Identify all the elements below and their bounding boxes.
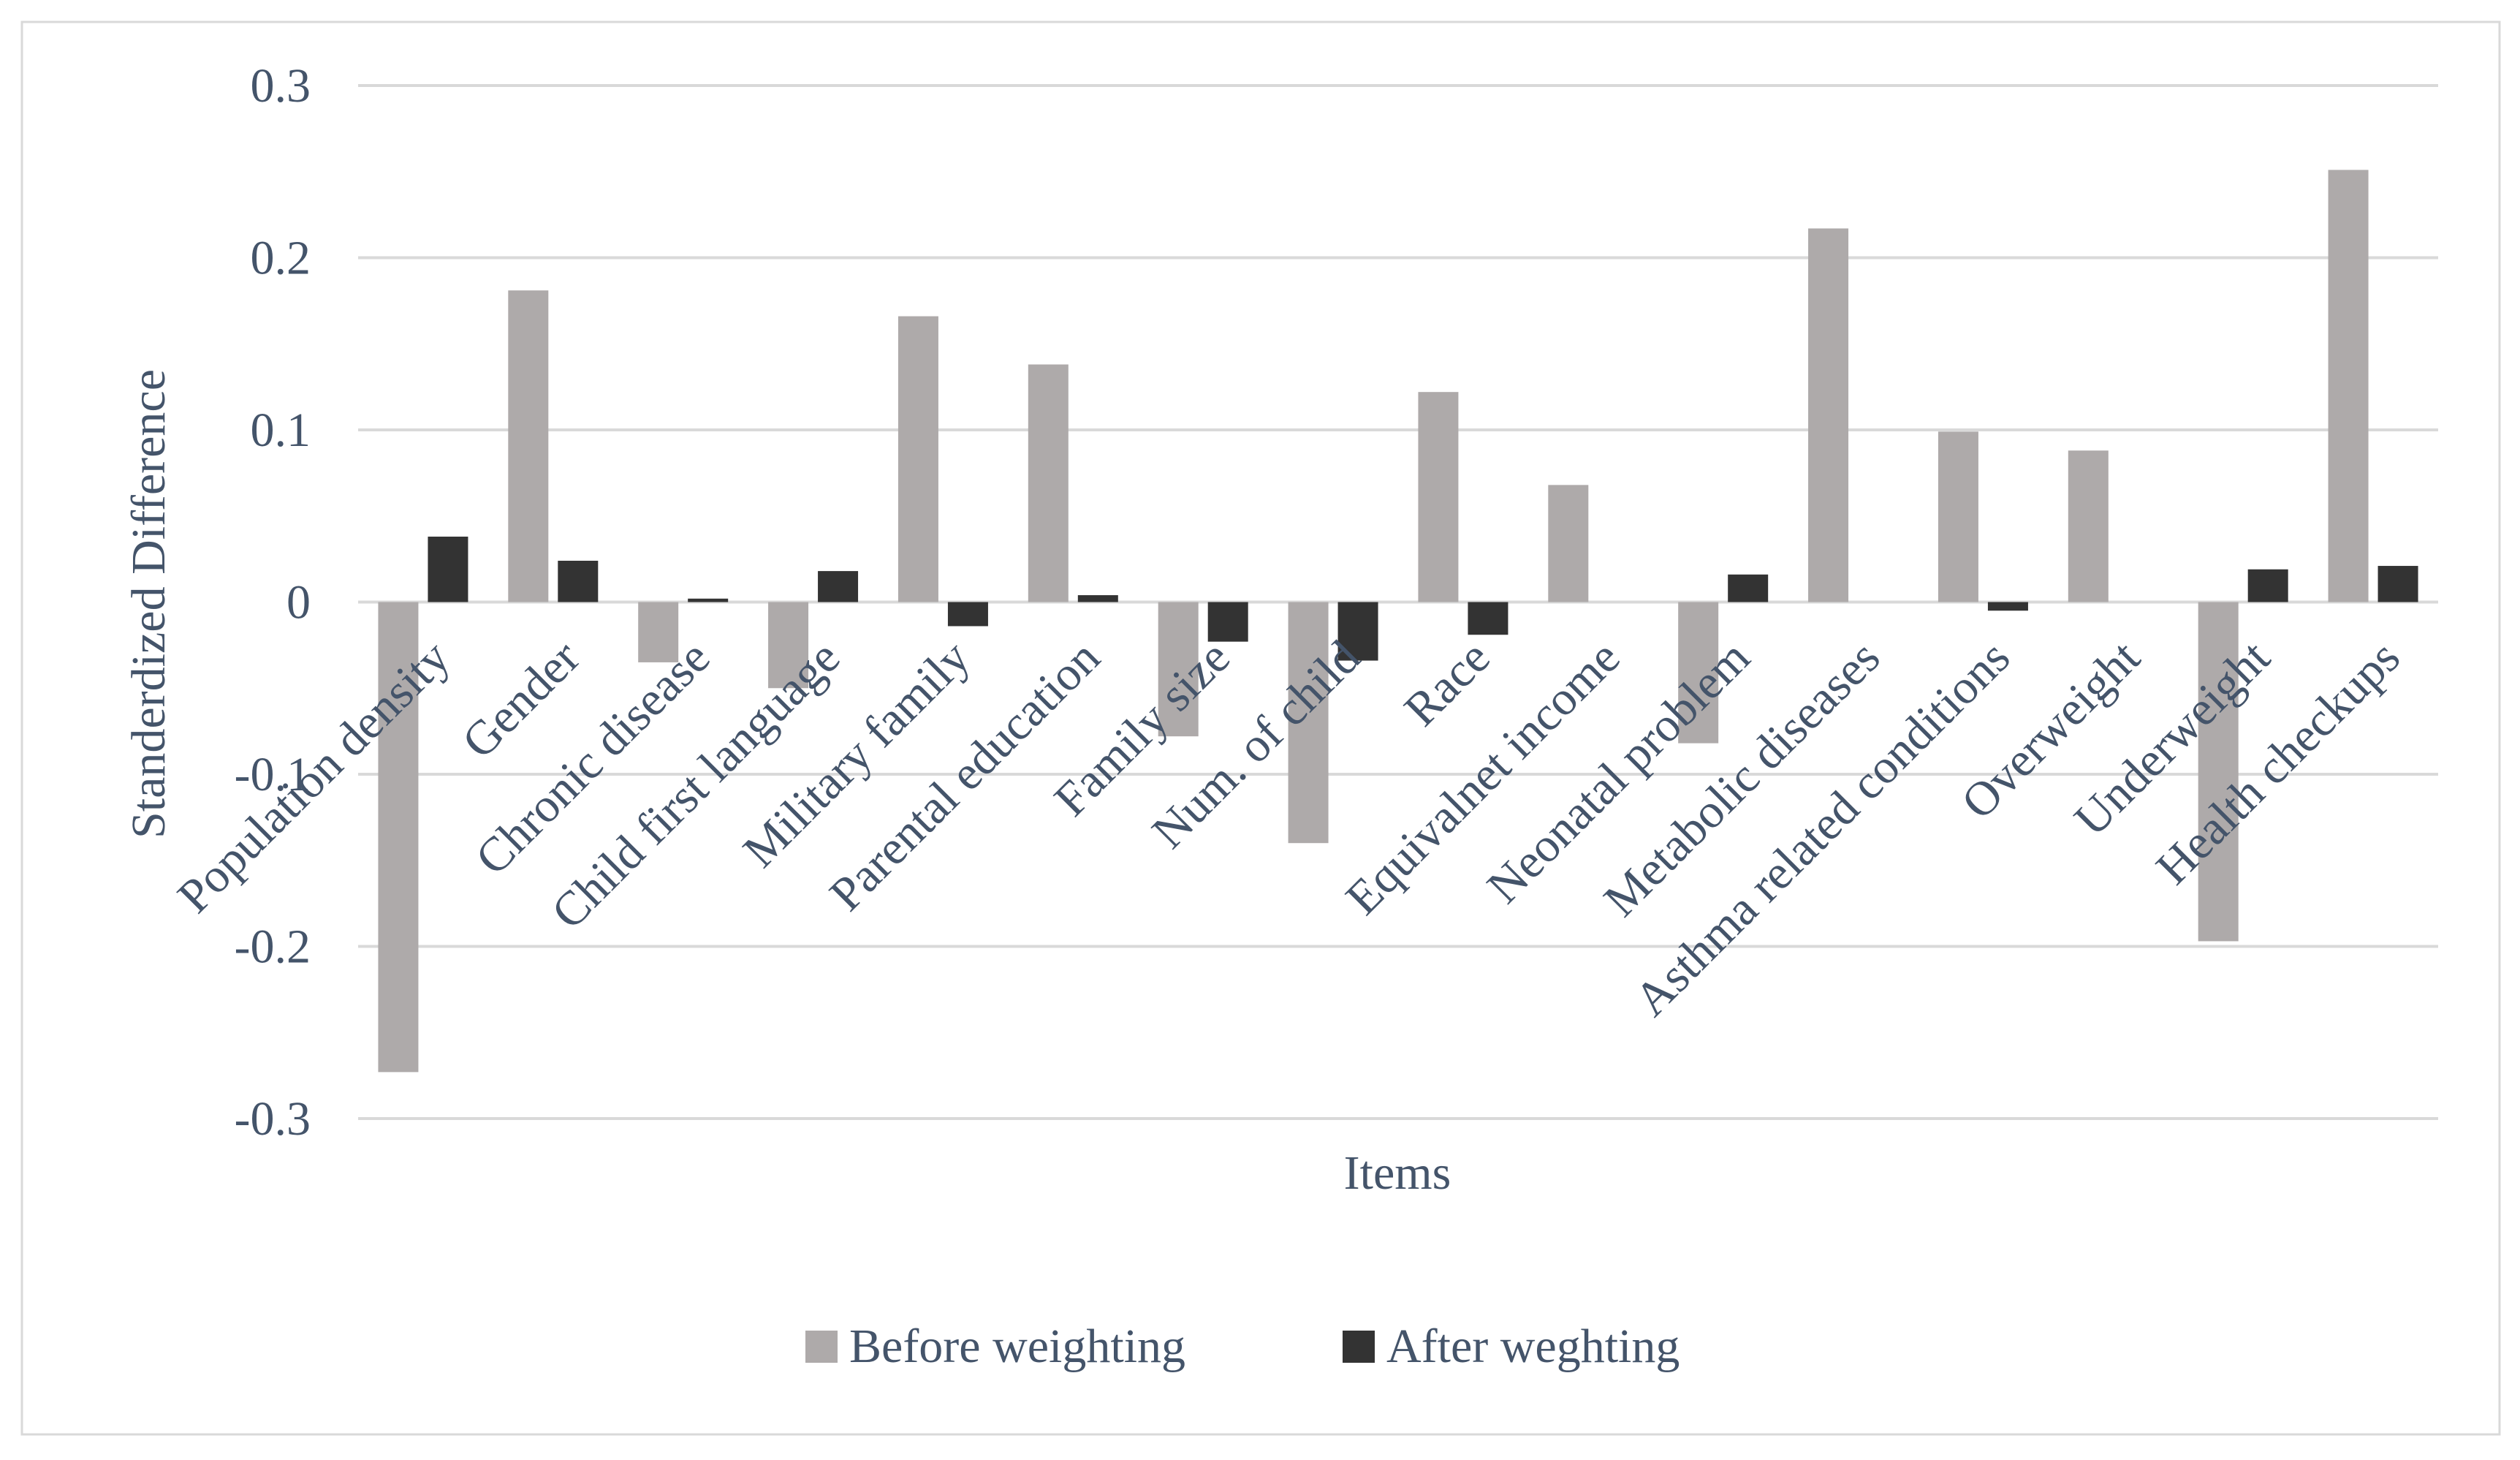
bar-after-7 <box>1337 602 1378 661</box>
bars <box>378 170 2418 1073</box>
bar-before-5 <box>1028 364 1069 602</box>
bar-after-10 <box>1728 574 1769 602</box>
bar-before-3 <box>768 602 809 689</box>
y-axis-ticks: 0.3 0.2 0.1 0 -0.1 -0.2 -0.3 <box>235 59 311 1146</box>
bar-before-0 <box>378 602 419 1073</box>
y-tick-label: -0.2 <box>235 920 311 974</box>
bar-before-8 <box>1418 392 1459 602</box>
bar-before-10 <box>1678 602 1719 744</box>
bar-before-9 <box>1548 485 1589 602</box>
bar-after-2 <box>688 598 729 602</box>
bar-before-12 <box>1938 431 1978 602</box>
x-axis-label: Items <box>1344 1146 1451 1200</box>
y-tick-label: -0.1 <box>235 748 311 801</box>
bar-after-3 <box>818 571 859 602</box>
bar-after-0 <box>428 537 468 602</box>
bar-after-5 <box>1077 595 1118 602</box>
bar-after-12 <box>1987 602 2028 611</box>
bar-before-6 <box>1158 602 1199 737</box>
y-tick-label: 0.1 <box>251 404 311 457</box>
y-tick-label: -0.3 <box>235 1092 311 1146</box>
bar-after-15 <box>2377 566 2418 602</box>
legend-swatch-before <box>805 1331 838 1363</box>
bar-before-2 <box>638 602 679 662</box>
bar-before-11 <box>1808 228 1849 602</box>
legend-label-before: Before weighting <box>849 1320 1185 1373</box>
gridlines <box>358 84 2438 1120</box>
legend-swatch-after <box>1343 1331 1375 1363</box>
bar-after-14 <box>2247 569 2288 602</box>
legend: Before weighting After weghting <box>805 1320 1680 1373</box>
bar-after-4 <box>947 602 988 627</box>
bar-after-1 <box>558 560 599 602</box>
bar-before-7 <box>1288 602 1329 844</box>
bar-after-8 <box>1468 602 1508 635</box>
y-tick-label: 0 <box>286 576 311 629</box>
bar-before-4 <box>897 316 938 602</box>
bar-after-6 <box>1207 602 1248 642</box>
bar-before-13 <box>2068 450 2109 602</box>
y-axis-label: Standerdized Difference <box>122 369 175 839</box>
bar-before-14 <box>2198 602 2239 942</box>
y-tick-label: 0.3 <box>251 59 311 113</box>
bar-before-1 <box>508 290 549 602</box>
y-tick-label: 0.2 <box>251 232 311 285</box>
legend-label-after: After weghting <box>1386 1320 1680 1373</box>
bar-before-15 <box>2328 170 2369 602</box>
